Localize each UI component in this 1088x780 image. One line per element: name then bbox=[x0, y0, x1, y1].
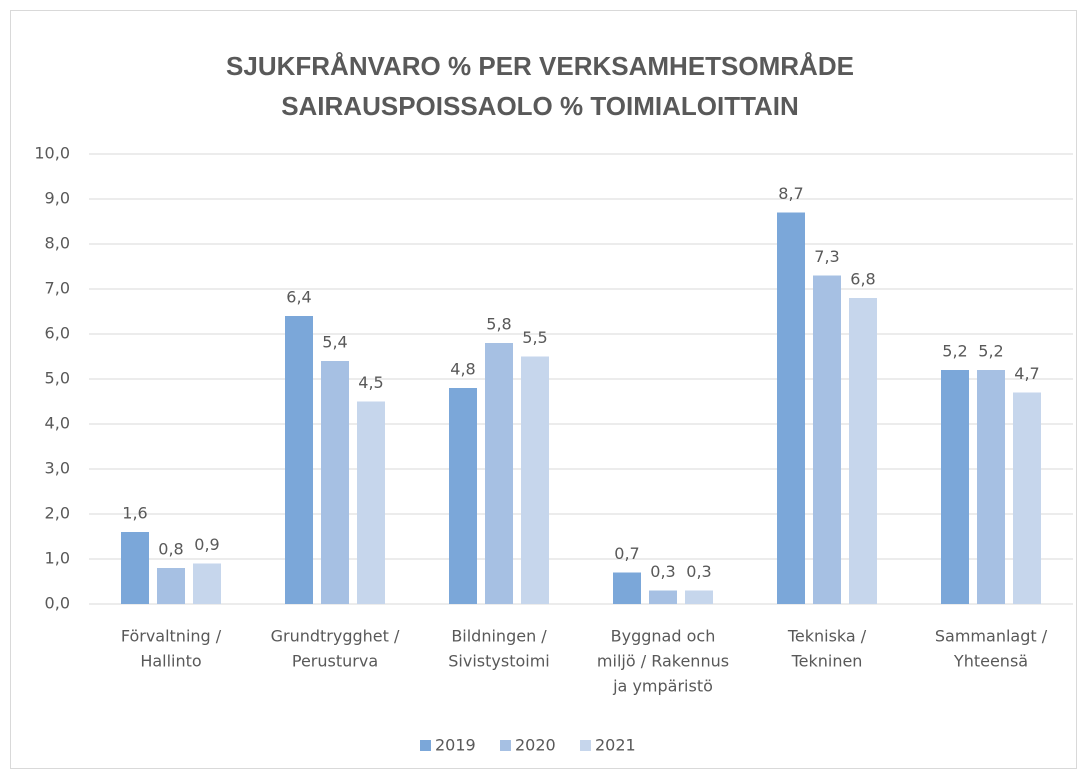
value-label: 0,8 bbox=[158, 540, 183, 559]
value-label: 0,3 bbox=[686, 562, 711, 581]
value-label: 1,6 bbox=[122, 504, 147, 523]
y-tick-label: 10,0 bbox=[34, 144, 70, 163]
bar bbox=[321, 361, 349, 604]
value-label: 4,7 bbox=[1014, 364, 1039, 383]
x-tick-label: Sammanlagt / bbox=[935, 627, 1048, 646]
bar bbox=[813, 275, 841, 604]
value-label: 0,3 bbox=[650, 562, 675, 581]
x-tick-label: Byggnad och bbox=[611, 627, 716, 646]
value-label: 5,2 bbox=[942, 342, 967, 361]
value-label: 4,8 bbox=[450, 360, 475, 379]
legend-label: 2019 bbox=[435, 736, 476, 755]
value-label: 8,7 bbox=[778, 184, 803, 203]
y-tick-label: 3,0 bbox=[45, 459, 70, 478]
x-tick-label: Hallinto bbox=[140, 652, 201, 671]
bar bbox=[285, 316, 313, 604]
x-tick-label: Tekniska / bbox=[787, 627, 867, 646]
bar bbox=[777, 212, 805, 604]
y-tick-label: 7,0 bbox=[45, 279, 70, 298]
legend-swatch bbox=[500, 740, 511, 751]
value-label: 0,9 bbox=[194, 535, 219, 554]
y-tick-label: 2,0 bbox=[45, 504, 70, 523]
y-tick-label: 4,0 bbox=[45, 414, 70, 433]
value-label: 5,5 bbox=[522, 328, 547, 347]
y-tick-label: 8,0 bbox=[45, 234, 70, 253]
value-label: 5,4 bbox=[322, 333, 347, 352]
value-label: 7,3 bbox=[814, 247, 839, 266]
y-tick-label: 1,0 bbox=[45, 549, 70, 568]
bar bbox=[193, 563, 221, 604]
value-label: 5,2 bbox=[978, 342, 1003, 361]
bar bbox=[977, 370, 1005, 604]
x-tick-label: Perusturva bbox=[292, 652, 378, 671]
value-label: 6,4 bbox=[286, 288, 311, 307]
x-tick-label: Yhteensä bbox=[953, 652, 1028, 671]
y-tick-label: 0,0 bbox=[45, 594, 70, 613]
bar bbox=[157, 568, 185, 604]
legend-label: 2021 bbox=[595, 736, 636, 755]
bar bbox=[1013, 392, 1041, 604]
bar bbox=[649, 590, 677, 604]
bar bbox=[941, 370, 969, 604]
value-label: 5,8 bbox=[486, 315, 511, 334]
bar bbox=[449, 388, 477, 604]
chart-title: SAIRAUSPOISSAOLO % TOIMIALOITTAIN bbox=[281, 91, 799, 121]
y-tick-label: 5,0 bbox=[45, 369, 70, 388]
bar bbox=[685, 590, 713, 604]
value-label: 0,7 bbox=[614, 544, 639, 563]
x-tick-label: Grundtrygghet / bbox=[271, 627, 400, 646]
y-tick-label: 6,0 bbox=[45, 324, 70, 343]
bar bbox=[121, 532, 149, 604]
value-label: 4,5 bbox=[358, 373, 383, 392]
chart-title: SJUKFRÅNVARO % PER VERKSAMHETSOMRÅDE bbox=[226, 51, 854, 81]
x-tick-label: miljö / Rakennus bbox=[597, 652, 729, 671]
x-tick-label: Förvaltning / bbox=[121, 627, 222, 646]
bar bbox=[849, 298, 877, 604]
legend-label: 2020 bbox=[515, 736, 556, 755]
x-tick-label: Tekninen bbox=[791, 652, 863, 671]
bar bbox=[485, 343, 513, 604]
legend-swatch bbox=[580, 740, 591, 751]
bar bbox=[357, 401, 385, 604]
y-tick-label: 9,0 bbox=[45, 189, 70, 208]
x-tick-label: Bildningen / bbox=[451, 627, 547, 646]
value-label: 6,8 bbox=[850, 270, 875, 289]
legend-swatch bbox=[420, 740, 431, 751]
x-tick-label: ja ympäristö bbox=[612, 677, 713, 696]
x-tick-label: Sivistystoimi bbox=[448, 652, 549, 671]
bar bbox=[521, 356, 549, 604]
bar bbox=[613, 572, 641, 604]
